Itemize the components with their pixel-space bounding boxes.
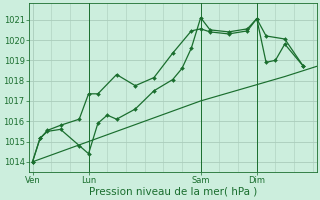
- X-axis label: Pression niveau de la mer( hPa ): Pression niveau de la mer( hPa ): [89, 187, 257, 197]
